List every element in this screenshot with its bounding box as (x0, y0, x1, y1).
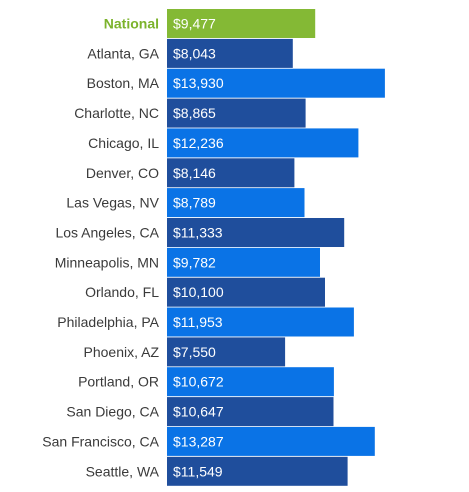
category-label: Los Angeles, CA (55, 225, 159, 241)
category-label: Atlanta, GA (87, 45, 159, 61)
value-label: $8,789 (173, 195, 216, 211)
bar-portland-or (167, 367, 334, 397)
bar-las-vegas-nv (167, 188, 305, 218)
bars-group (167, 9, 385, 486)
value-label: $8,043 (173, 45, 216, 61)
category-label: Las Vegas, NV (66, 195, 159, 211)
bar-denver-co (167, 158, 295, 188)
value-label: $13,930 (173, 75, 224, 91)
bar-phoenix-az (167, 337, 286, 367)
bar-atlanta-ga (167, 38, 293, 68)
category-label: Boston, MA (87, 75, 160, 91)
category-labels-group: National Atlanta, GA Boston, MA Charlotte, … (42, 16, 159, 480)
bar-minneapolis-mn (167, 247, 320, 277)
category-label: National (104, 16, 159, 32)
value-label: $7,550 (173, 344, 216, 360)
bar-los-angeles-ca (167, 218, 345, 247)
value-label: $9,782 (173, 254, 216, 270)
category-label: Phoenix, AZ (84, 344, 160, 360)
bar-san-diego-ca (167, 397, 334, 427)
value-label: $12,236 (173, 135, 224, 151)
value-label: $9,477 (173, 16, 216, 32)
value-label: $13,287 (173, 433, 224, 449)
value-label: $11,953 (173, 314, 223, 330)
value-label: $10,647 (173, 404, 224, 420)
category-label: Minneapolis, MN (55, 254, 159, 270)
value-label: $8,146 (173, 165, 216, 181)
category-label: Denver, CO (86, 165, 159, 181)
category-label: San Diego, CA (66, 404, 159, 420)
category-label: Chicago, IL (88, 135, 159, 151)
value-label: $10,100 (173, 284, 224, 300)
bar-national (167, 9, 316, 38)
category-label: Orlando, FL (85, 284, 159, 300)
bar-charlotte-nc (167, 98, 306, 128)
bar-boston-ma (167, 68, 385, 98)
category-label: Charlotte, NC (74, 105, 159, 121)
category-label: Seattle, WA (86, 463, 160, 479)
bar-orlando-fl (167, 277, 325, 307)
value-label: $11,549 (173, 463, 223, 479)
category-label: San Francisco, CA (42, 433, 159, 449)
bar-chicago-il (167, 128, 359, 158)
value-label: $11,333 (173, 225, 223, 241)
category-label: Portland, OR (78, 374, 159, 390)
value-label: $8,865 (173, 105, 216, 121)
value-labels-group: $9,477 $8,043 $13,930 $8,865 $12,236 $8,146 $8… (173, 16, 224, 480)
category-label: Philadelphia, PA (57, 314, 159, 330)
bar-philadelphia-pa (167, 307, 354, 337)
bar-seattle-wa (167, 456, 348, 486)
value-label: $10,672 (173, 374, 224, 390)
bar-san-francisco-ca (167, 426, 375, 456)
